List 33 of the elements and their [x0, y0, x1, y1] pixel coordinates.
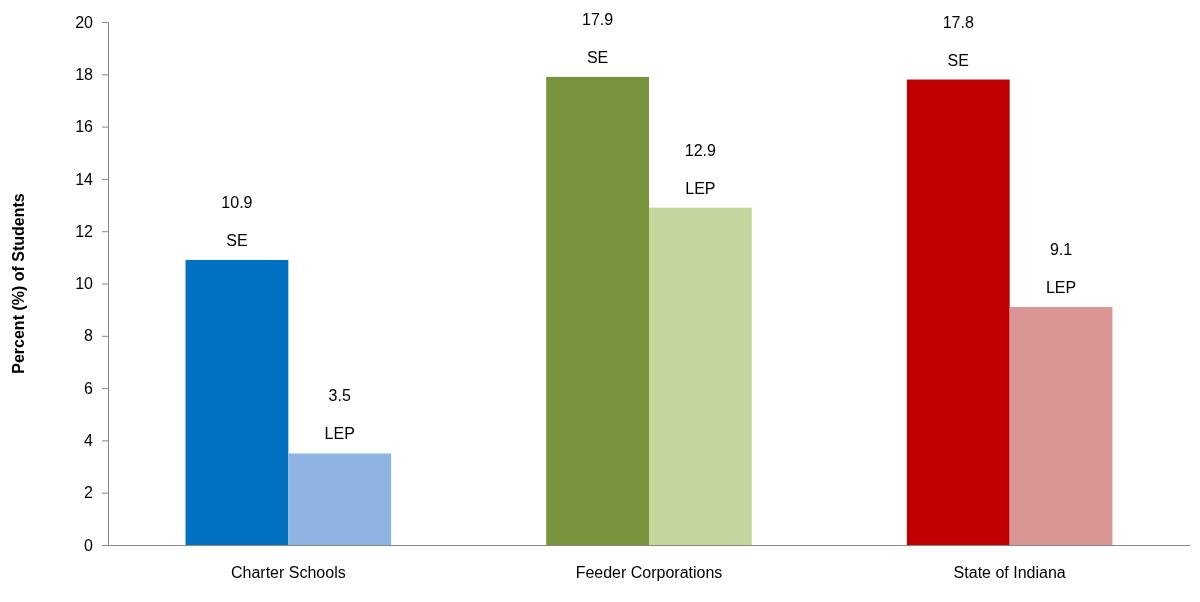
text: SE — [947, 51, 969, 69]
data-label: 3.5 — [328, 387, 351, 405]
y-tick-label: 2 — [84, 484, 94, 502]
series-label: SE — [226, 231, 248, 249]
bar — [649, 207, 752, 545]
x-tick-label: State of Indiana — [953, 564, 1066, 582]
y-tick-label: 14 — [75, 170, 94, 188]
y-tick-label: 10 — [75, 275, 94, 293]
data-label: 17.8 — [942, 13, 974, 31]
x-tick-label: Charter Schools — [230, 564, 346, 582]
bar — [185, 259, 289, 545]
y-axis-title: Percent (%) of Students — [10, 193, 27, 374]
bar — [546, 76, 649, 545]
bar — [1009, 307, 1113, 545]
data-label: 12.9 — [684, 141, 717, 159]
x-tick-label: Feeder Corporations — [575, 564, 723, 582]
y-tick-label: 12 — [75, 222, 94, 240]
y-tick-label: 18 — [75, 65, 94, 83]
text: LEP — [1045, 279, 1077, 297]
y-tick-label: 16 — [75, 118, 94, 136]
series-label: LEP — [324, 425, 355, 443]
data-label: 9.1 — [1049, 241, 1073, 259]
bar — [288, 453, 392, 545]
y-tick-label: 8 — [84, 327, 94, 345]
y-tick-label: 20 — [75, 13, 94, 31]
y-tick-label: 0 — [84, 536, 94, 554]
y-tick-label: 6 — [84, 379, 94, 397]
text: SE — [586, 48, 609, 66]
data-label: 17.9 — [582, 10, 614, 28]
bar — [906, 79, 1010, 545]
data-label: 10.9 — [221, 193, 253, 211]
y-tick-label: 4 — [84, 432, 94, 450]
text: LEP — [685, 179, 716, 197]
